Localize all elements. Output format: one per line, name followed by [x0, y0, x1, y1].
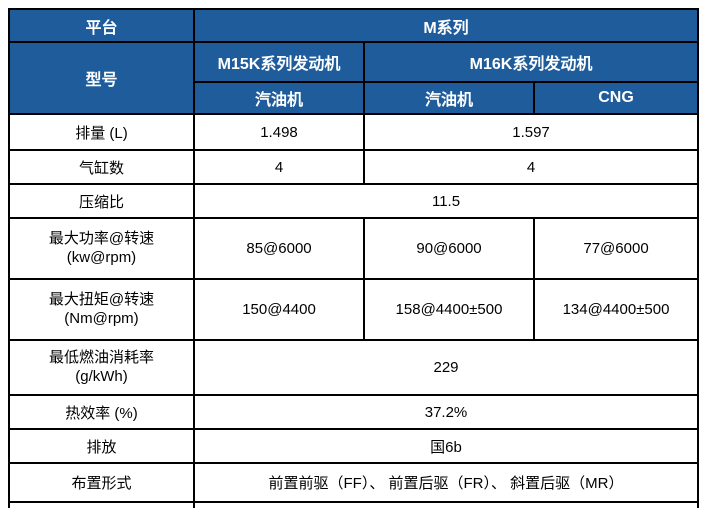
cell-compression-value: 11.5 [192, 183, 700, 219]
max-power-label-line1: 最大功率@转速 [48, 229, 155, 247]
cell-cylinders-m15k: 4 [193, 149, 365, 185]
engine-spec-table: 平台 M系列 型号 M15K系列发动机 M16K系列发动机 汽油机 汽油机 CN… [8, 8, 700, 508]
row-thermal-efficiency: 热效率 (%) 37.2% [8, 394, 700, 430]
header-platform-value: M系列 [192, 8, 700, 43]
row-fuel-type: 汽油机 汽油机 CNG [9, 81, 700, 115]
row-emission: 排放 国6b [8, 428, 700, 464]
header-model-label: 型号 [8, 41, 195, 115]
cell-layout-form-value: 前置前驱（FF）、 前置后驱（FR）、 斜置后驱（MR） [192, 462, 700, 503]
cell-max-power-m16k-cng: 77@6000 [532, 217, 700, 280]
row-label-max-torque: 最大扭矩@转速 (Nm@rpm) [8, 278, 195, 341]
cell-displacement-m16k: 1.597 [362, 113, 700, 151]
cell-max-torque-m16k-gasoline: 158@4400±500 [363, 278, 535, 341]
cell-cylinders-m16k: 4 [362, 149, 700, 185]
row-label-max-power: 最大功率@转速 (kw@rpm) [8, 217, 195, 280]
header-platform-label: 平台 [8, 8, 195, 43]
cell-displacement-m15k: 1.498 [193, 113, 365, 151]
max-torque-label-line1: 最大扭矩@转速 [48, 290, 155, 308]
row-label-compression: 压缩比 [8, 183, 195, 219]
cell-min-fuel-rate-value: 229 [192, 339, 700, 396]
cell-vehicle-fuel-target-value: 满足乘用车四阶段油耗，商用车第三阶段限值 [192, 501, 700, 508]
row-vehicle-fuel-target: 整车油耗目标 满足乘用车四阶段油耗，商用车第三阶段限值 [8, 501, 700, 508]
header-m16k-cng: CNG [532, 81, 700, 115]
row-label-displacement: 排量 (L) [8, 113, 195, 151]
row-label-cylinders: 气缸数 [8, 149, 195, 185]
row-label-thermal-efficiency: 热效率 (%) [8, 394, 195, 430]
max-torque-label-line2: (Nm@rpm) [64, 309, 139, 327]
row-model-series: 型号 M15K系列发动机 M16K系列发动机 [8, 41, 700, 115]
cell-max-torque-m15k: 150@4400 [193, 278, 365, 341]
min-fuel-rate-label-line2: (g/kWh) [75, 367, 128, 385]
cell-max-power-m15k: 85@6000 [193, 217, 365, 280]
row-min-fuel-rate: 最低燃油消耗率 (g/kWh) 229 [8, 339, 700, 396]
row-layout-form: 布置形式 前置前驱（FF）、 前置后驱（FR）、 斜置后驱（MR） [8, 462, 700, 503]
header-m16k-series: M16K系列发动机 [362, 41, 700, 83]
cell-emission-value: 国6b [192, 428, 700, 464]
row-platform: 平台 M系列 [8, 8, 700, 43]
row-max-power: 最大功率@转速 (kw@rpm) 85@6000 90@6000 77@6000 [8, 217, 700, 280]
row-max-torque: 最大扭矩@转速 (Nm@rpm) 150@4400 158@4400±500 1… [8, 278, 700, 341]
row-cylinders: 气缸数 4 4 [8, 149, 700, 185]
header-m16k-gasoline: 汽油机 [363, 81, 535, 115]
cell-max-power-m16k-gasoline: 90@6000 [363, 217, 535, 280]
max-power-label-line2: (kw@rpm) [66, 248, 137, 266]
row-label-emission: 排放 [8, 428, 195, 464]
header-m15k-gasoline: 汽油机 [193, 81, 365, 115]
min-fuel-rate-label-line1: 最低燃油消耗率 [48, 348, 154, 366]
header-m15k-series: M15K系列发动机 [193, 41, 365, 83]
row-label-min-fuel-rate: 最低燃油消耗率 (g/kWh) [8, 339, 195, 396]
row-compression: 压缩比 11.5 [8, 183, 700, 219]
row-label-layout-form: 布置形式 [8, 462, 195, 503]
cell-thermal-efficiency-value: 37.2% [192, 394, 700, 430]
row-displacement: 排量 (L) 1.498 1.597 [8, 113, 700, 151]
cell-max-torque-m16k-cng: 134@4400±500 [532, 278, 700, 341]
row-label-vehicle-fuel-target: 整车油耗目标 [8, 501, 195, 508]
